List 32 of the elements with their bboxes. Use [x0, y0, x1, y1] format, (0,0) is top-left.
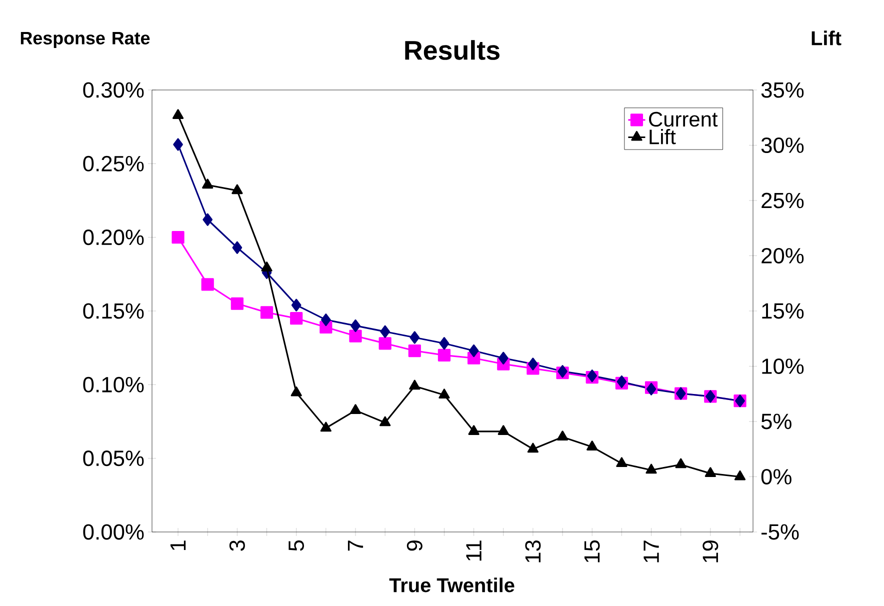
y2-tick-label: 15% [762, 303, 804, 319]
y2-tick-label: 20% [762, 248, 804, 264]
y2-axis-title: Lift [812, 30, 842, 46]
y2-tick-label: -5% [762, 524, 799, 540]
y2-tick-label: 10% [762, 358, 804, 374]
y-tick-label: 0.10% [83, 376, 144, 392]
y-tick-label: 0.00% [83, 524, 144, 540]
y2-tick-label: 30% [761, 137, 804, 153]
y-tick-label: 0.15% [83, 303, 144, 319]
x-tick-label: 19 [702, 540, 718, 562]
y-tick-label: 0.20% [83, 230, 144, 246]
x-tick-label: 7 [348, 540, 364, 551]
x-tick-label: 11 [466, 540, 482, 561]
x-tick-label: 1 [170, 540, 186, 550]
y2-tick-label: 25% [762, 192, 804, 208]
y2-tick-label: 35% [761, 82, 804, 98]
x-tick-label: 13 [525, 540, 541, 562]
x-tick-label: 9 [406, 540, 422, 551]
legend-label: Current [649, 112, 718, 127]
x-axis-title: True Twentile [389, 578, 514, 592]
y2-tick-label: 5% [761, 414, 792, 430]
legend-label: Lift [650, 128, 676, 144]
x-tick-label: 3 [229, 540, 245, 551]
x-tick-label: 5 [288, 540, 304, 551]
chart-title: Results [405, 40, 500, 60]
x-tick-label: 17 [644, 540, 659, 562]
y-tick-label: 0.05% [83, 450, 144, 466]
y-tick-label: 0.30% [83, 82, 144, 98]
y2-tick-label: 0% [761, 468, 792, 484]
x-tick-label: 15 [584, 540, 600, 562]
y-tick-label: 0.25% [83, 156, 144, 172]
y-axis-title: Response Rate [20, 32, 150, 48]
